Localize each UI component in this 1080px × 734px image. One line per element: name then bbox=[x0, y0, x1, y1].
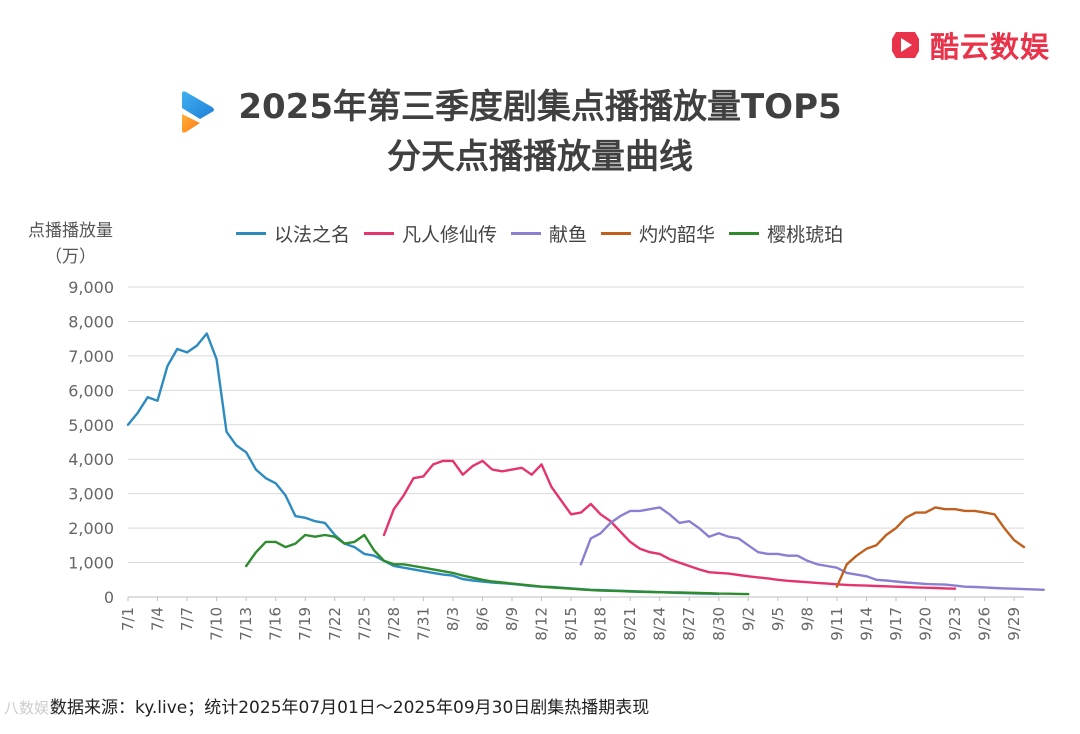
legend-swatch-3 bbox=[601, 232, 632, 235]
x-tick-label-24: 9/11 bbox=[828, 607, 846, 641]
x-tick-label-4: 7/13 bbox=[237, 607, 255, 641]
x-tick-label-9: 7/28 bbox=[385, 607, 403, 641]
x-tick-label-6: 7/19 bbox=[296, 607, 314, 641]
y-tick-label-1: 1,000 bbox=[68, 554, 114, 573]
series-line-4 bbox=[244, 533, 750, 596]
legend-item-1: 凡人修仙传 bbox=[364, 220, 497, 247]
series-line-3 bbox=[835, 506, 1026, 588]
x-tick-label-1: 7/4 bbox=[149, 607, 167, 631]
x-tick-label-19: 8/27 bbox=[680, 607, 698, 641]
x-tick-label-21: 9/2 bbox=[739, 607, 757, 631]
y-tick-label-2: 2,000 bbox=[68, 519, 114, 538]
y-tick-label-6: 6,000 bbox=[68, 381, 114, 400]
x-tick-label-13: 8/9 bbox=[503, 607, 521, 631]
x-tick-label-15: 8/15 bbox=[562, 607, 580, 641]
y-tick-label-5: 5,000 bbox=[68, 416, 114, 435]
y-axis-title: 点播播放量 （万） bbox=[28, 218, 113, 270]
series-line-1 bbox=[382, 459, 957, 590]
x-tick-label-17: 8/21 bbox=[621, 607, 639, 641]
watermark: 八数娱乐 bbox=[4, 699, 65, 717]
y-tick-label-4: 4,000 bbox=[68, 450, 114, 469]
legend-swatch-1 bbox=[364, 232, 395, 235]
x-tick-label-27: 9/20 bbox=[917, 607, 935, 641]
x-tick-label-23: 9/8 bbox=[798, 607, 816, 631]
legend-label-0: 以法之名 bbox=[274, 224, 351, 246]
x-tick-label-20: 8/30 bbox=[710, 607, 728, 641]
data-source-note: 数据来源：ky.live；统计2025年07月01日～2025年09月30日剧集… bbox=[50, 698, 650, 718]
x-tick-label-30: 9/29 bbox=[1005, 607, 1023, 641]
series-line-2 bbox=[579, 506, 1045, 591]
x-tick-label-16: 8/18 bbox=[592, 607, 610, 641]
x-tick-label-12: 8/6 bbox=[473, 607, 491, 631]
legend-item-2: 献鱼 bbox=[511, 220, 587, 247]
chart-title: 2025年第三季度剧集点播播放量TOP5 分天点播播放量曲线 bbox=[0, 82, 1080, 182]
kuyun-play-logo-icon bbox=[891, 32, 919, 58]
title-line-1: 2025年第三季度剧集点播播放量TOP5 bbox=[238, 87, 842, 127]
brand-logo: 酷云数娱 bbox=[888, 24, 1050, 66]
y-axis-title-line1: 点播播放量 bbox=[28, 221, 113, 241]
y-axis-title-line2: （万） bbox=[45, 247, 96, 267]
legend-swatch-0 bbox=[236, 232, 266, 235]
y-tick-label-9: 9,000 bbox=[68, 278, 114, 297]
x-tick-label-29: 9/26 bbox=[976, 607, 994, 641]
legend-label-2: 献鱼 bbox=[549, 224, 588, 246]
legend-item-0: 以法之名 bbox=[236, 220, 350, 247]
x-tick-label-3: 7/10 bbox=[208, 607, 226, 641]
legend-label-4: 樱桃琥珀 bbox=[767, 224, 844, 246]
series-line-0 bbox=[126, 332, 720, 596]
x-tick-label-8: 7/25 bbox=[355, 607, 373, 641]
y-tick-label-3: 3,000 bbox=[68, 485, 114, 504]
x-tick-label-7: 7/22 bbox=[326, 607, 344, 641]
x-tick-label-11: 8/3 bbox=[444, 607, 462, 631]
legend-swatch-4 bbox=[729, 232, 760, 235]
legend-label-1: 凡人修仙传 bbox=[402, 224, 498, 246]
chart-legend: 以法之名 凡人修仙传 献鱼 灼灼韶华 樱桃琥珀 bbox=[236, 220, 843, 247]
brand-name: 酷云数娱 bbox=[929, 30, 1050, 64]
y-tick-label-0: 0 bbox=[104, 588, 114, 607]
y-tick-label-8: 8,000 bbox=[68, 312, 114, 331]
legend-label-3: 灼灼韶华 bbox=[639, 224, 716, 246]
x-tick-label-14: 8/12 bbox=[533, 607, 551, 641]
x-tick-label-10: 7/31 bbox=[414, 607, 432, 641]
x-tick-label-22: 9/5 bbox=[769, 607, 787, 631]
x-tick-label-5: 7/16 bbox=[267, 607, 285, 641]
legend-swatch-2 bbox=[511, 232, 542, 235]
legend-item-3: 灼灼韶华 bbox=[601, 220, 715, 247]
x-tick-label-25: 9/14 bbox=[857, 607, 875, 641]
x-tick-label-2: 7/7 bbox=[178, 607, 196, 631]
gradient-play-icon bbox=[182, 91, 214, 133]
x-tick-label-0: 7/1 bbox=[119, 607, 137, 631]
title-line-2: 分天点播播放量曲线 bbox=[387, 137, 693, 177]
x-tick-label-26: 9/17 bbox=[887, 607, 905, 641]
y-tick-label-7: 7,000 bbox=[68, 347, 114, 366]
x-tick-label-18: 8/24 bbox=[651, 607, 669, 641]
legend-item-4: 樱桃琥珀 bbox=[729, 220, 843, 247]
x-tick-label-28: 9/23 bbox=[946, 607, 964, 641]
line-chart: 0 1,000 2,000 3,000 4,000 5,000 6,000 7,000 8,00… bbox=[68, 278, 1045, 641]
